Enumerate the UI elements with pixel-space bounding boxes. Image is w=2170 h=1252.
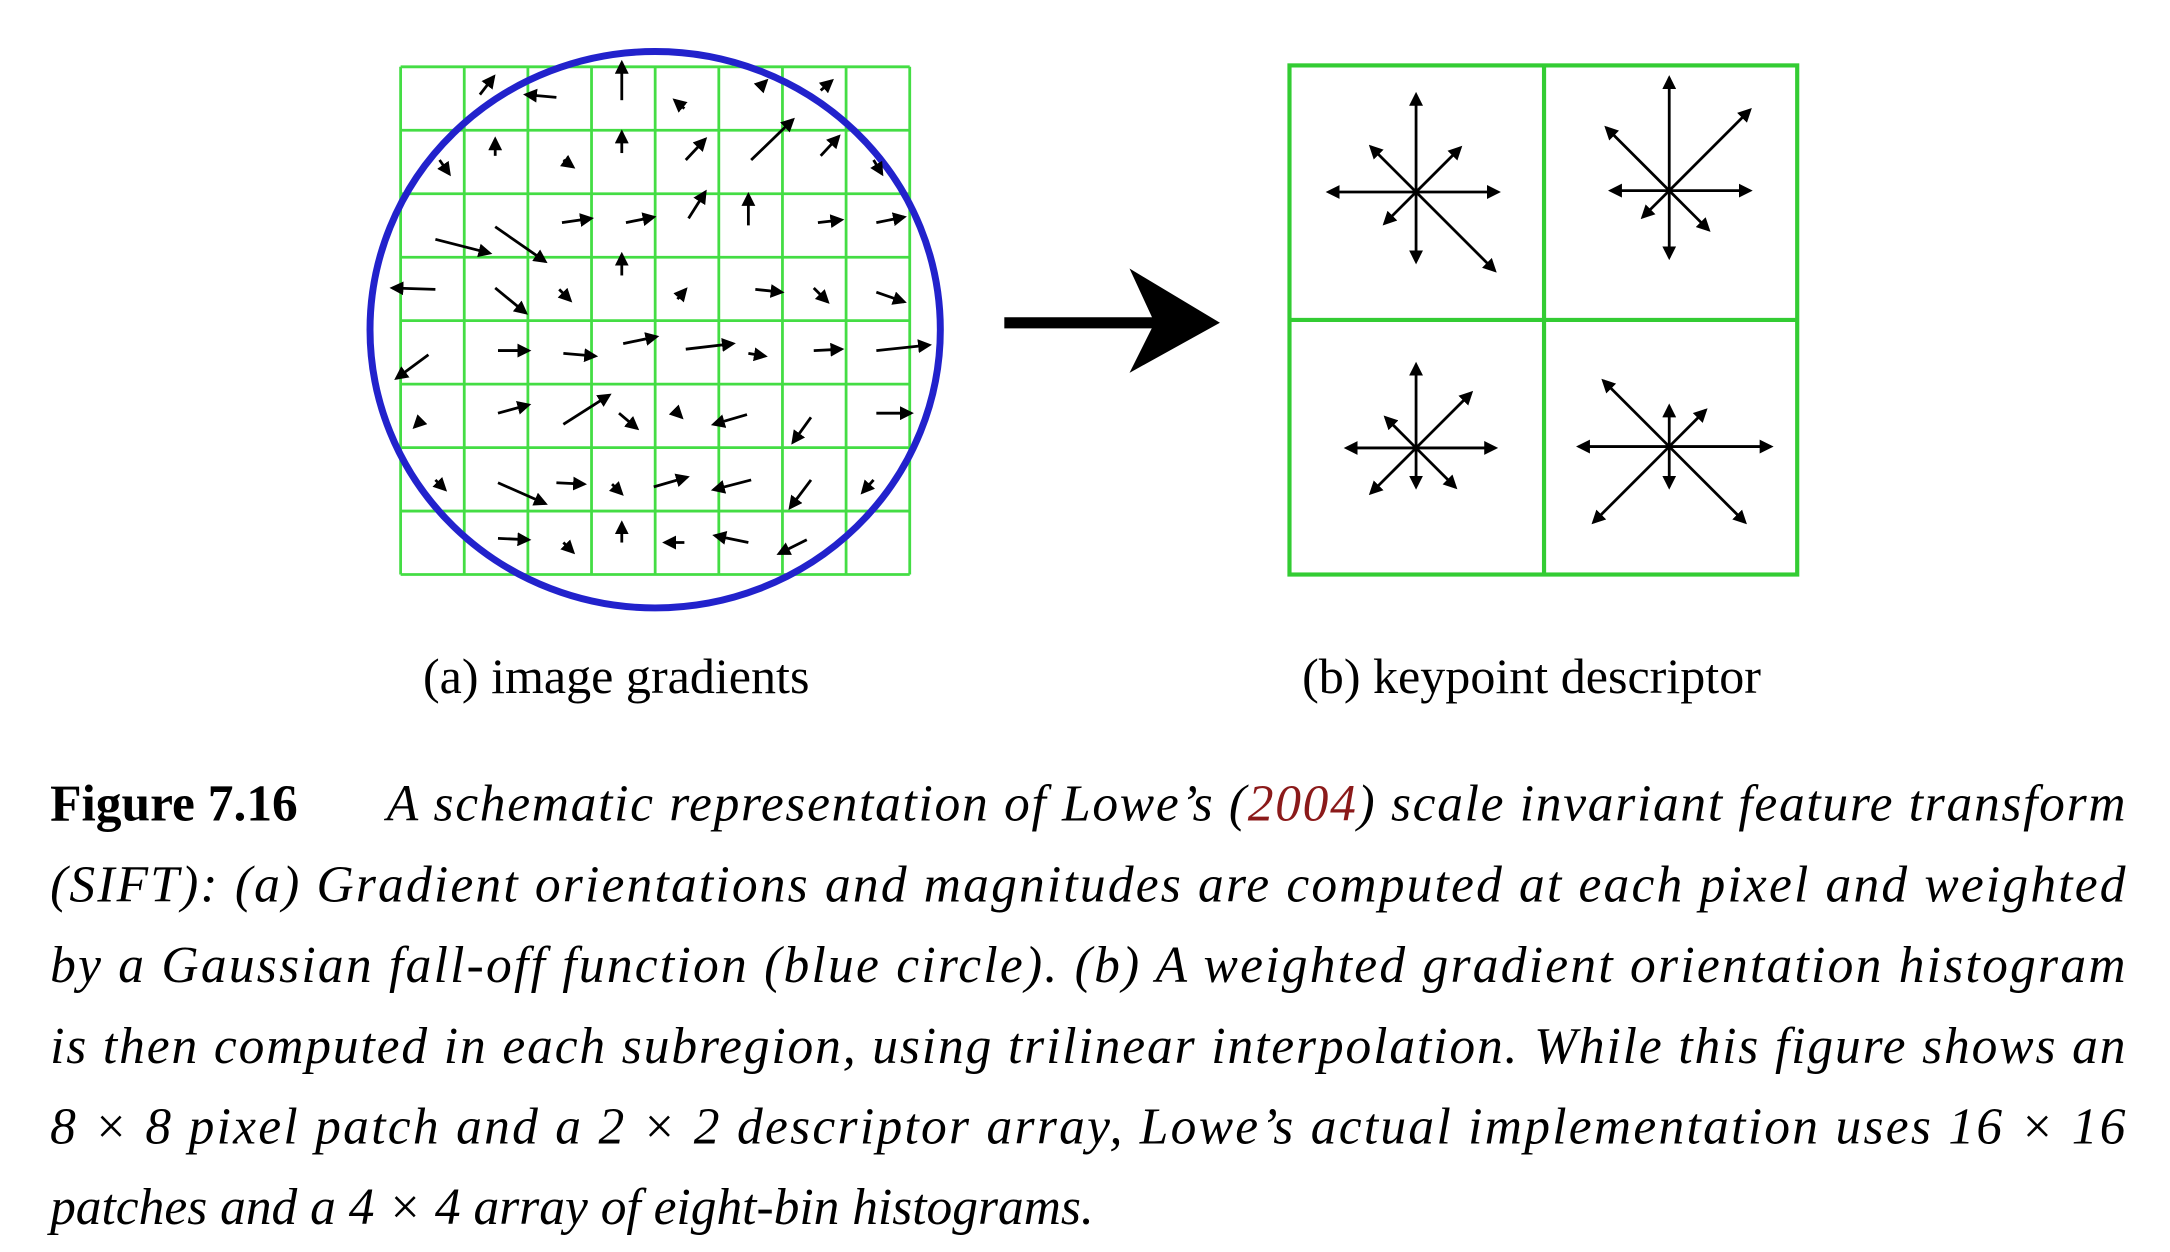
histogram-bin [1415,145,1463,193]
gradient-arrow [684,137,708,161]
caption-text: A schematic representation of Lowe’s ( [384,776,1249,833]
histogram-bin [1640,189,1671,220]
panel-label: (a) image gradients [423,648,809,704]
gradient-arrow [687,189,707,220]
gradient-arrow [497,532,532,547]
gradient-arrow [818,78,834,94]
gradient-arrow [618,412,640,431]
gradient-arrow [819,134,841,157]
gradient-arrow [563,348,599,363]
caption-line: (SIFT): (a) Gradient orientations and ma… [50,856,2126,913]
gradient-arrow [791,416,813,445]
citation-link[interactable]: 2004 [1248,776,1356,833]
histogram-bin [1368,446,1418,496]
histogram-bin [1415,446,1458,490]
histogram-bin [1668,189,1711,232]
caption-line: by a Gaussian fall-off function (blue ci… [50,937,2125,994]
gradient-arrow [497,401,532,415]
gradient-arrow [668,404,684,420]
gradient-arrow [875,290,907,305]
gradient-arrow [562,393,612,426]
histograms [1325,75,1774,525]
histogram-bin [1668,445,1747,525]
caption-line: patches and a 4 × 4 array of eight-bin h… [46,1179,1094,1236]
gradient-arrow [653,473,690,489]
caption-text: ) scale invariant feature transform [1355,776,2126,833]
histogram-bin [1415,390,1474,449]
histogram-bin [1382,191,1418,226]
histogram-bin [1668,408,1708,448]
gradient-arrow [673,287,688,303]
gradient-arrow [437,159,451,177]
histogram-bin [1368,144,1418,193]
gradient-arrow [712,531,749,545]
gradient-arrow [435,237,493,258]
gaussian-circle [366,48,944,612]
gradient-arrow [557,287,573,303]
caption-line: 8 × 8 pixel patch and a 2 × 2 descriptor… [50,1098,2126,1155]
gradient-arrow [523,88,557,103]
gradient-arrow [432,476,448,492]
gradient-arrow [748,347,768,362]
caption-line: is then computed in each subregion, usin… [50,1018,2125,1075]
gradient-arrow [478,74,496,96]
pixel-grid [399,65,912,576]
gradient-arrow [710,413,748,428]
gradient-arrow [394,353,430,381]
descriptor-grid [1287,63,1800,577]
figure-label: Figure 7.16 [50,776,298,833]
panel-label: (b) keypoint descriptor [1302,648,1761,704]
histogram-bin [1601,378,1671,448]
caption-line: A schematic representation of Lowe’s (20… [384,776,2126,833]
gradient-arrow [750,117,795,162]
histogram-bin [1591,445,1671,525]
gradient-arrow [812,286,830,304]
gradient-arrow [685,338,736,352]
gradient-arrow [788,479,813,510]
gradient-arrow [755,284,785,298]
gradient-arrow [876,339,932,354]
gradient-arrow [710,478,752,494]
gradient-arrow [860,479,876,495]
histogram-bin [1383,415,1418,449]
big-arrow [1004,268,1220,373]
gradient-arrow [776,538,808,555]
gradient-arrow [609,481,624,496]
gradient-arrow [817,214,845,229]
gradient-arrow [870,159,884,177]
gradient-arrows [389,59,932,555]
histogram-bin [1668,107,1752,192]
histogram-bin [1604,125,1671,192]
gradient-arrow [561,213,594,227]
gradient-arrow [494,225,548,264]
gradient-arrow [672,98,688,113]
gradient-arrow [412,414,428,430]
gradient-arrow [389,281,436,296]
gradient-arrow [560,539,576,555]
histogram-bin [1415,191,1497,273]
gradient-arrow [813,342,845,357]
gradient-arrow [622,332,660,346]
gradient-arrow [494,286,528,315]
gradient-arrow [753,78,769,94]
gradient-arrow [497,481,548,506]
gradient-arrow [625,212,657,227]
gradient-arrow [556,476,588,491]
gradient-arrow [876,212,907,227]
gradient-arrow [560,154,576,169]
